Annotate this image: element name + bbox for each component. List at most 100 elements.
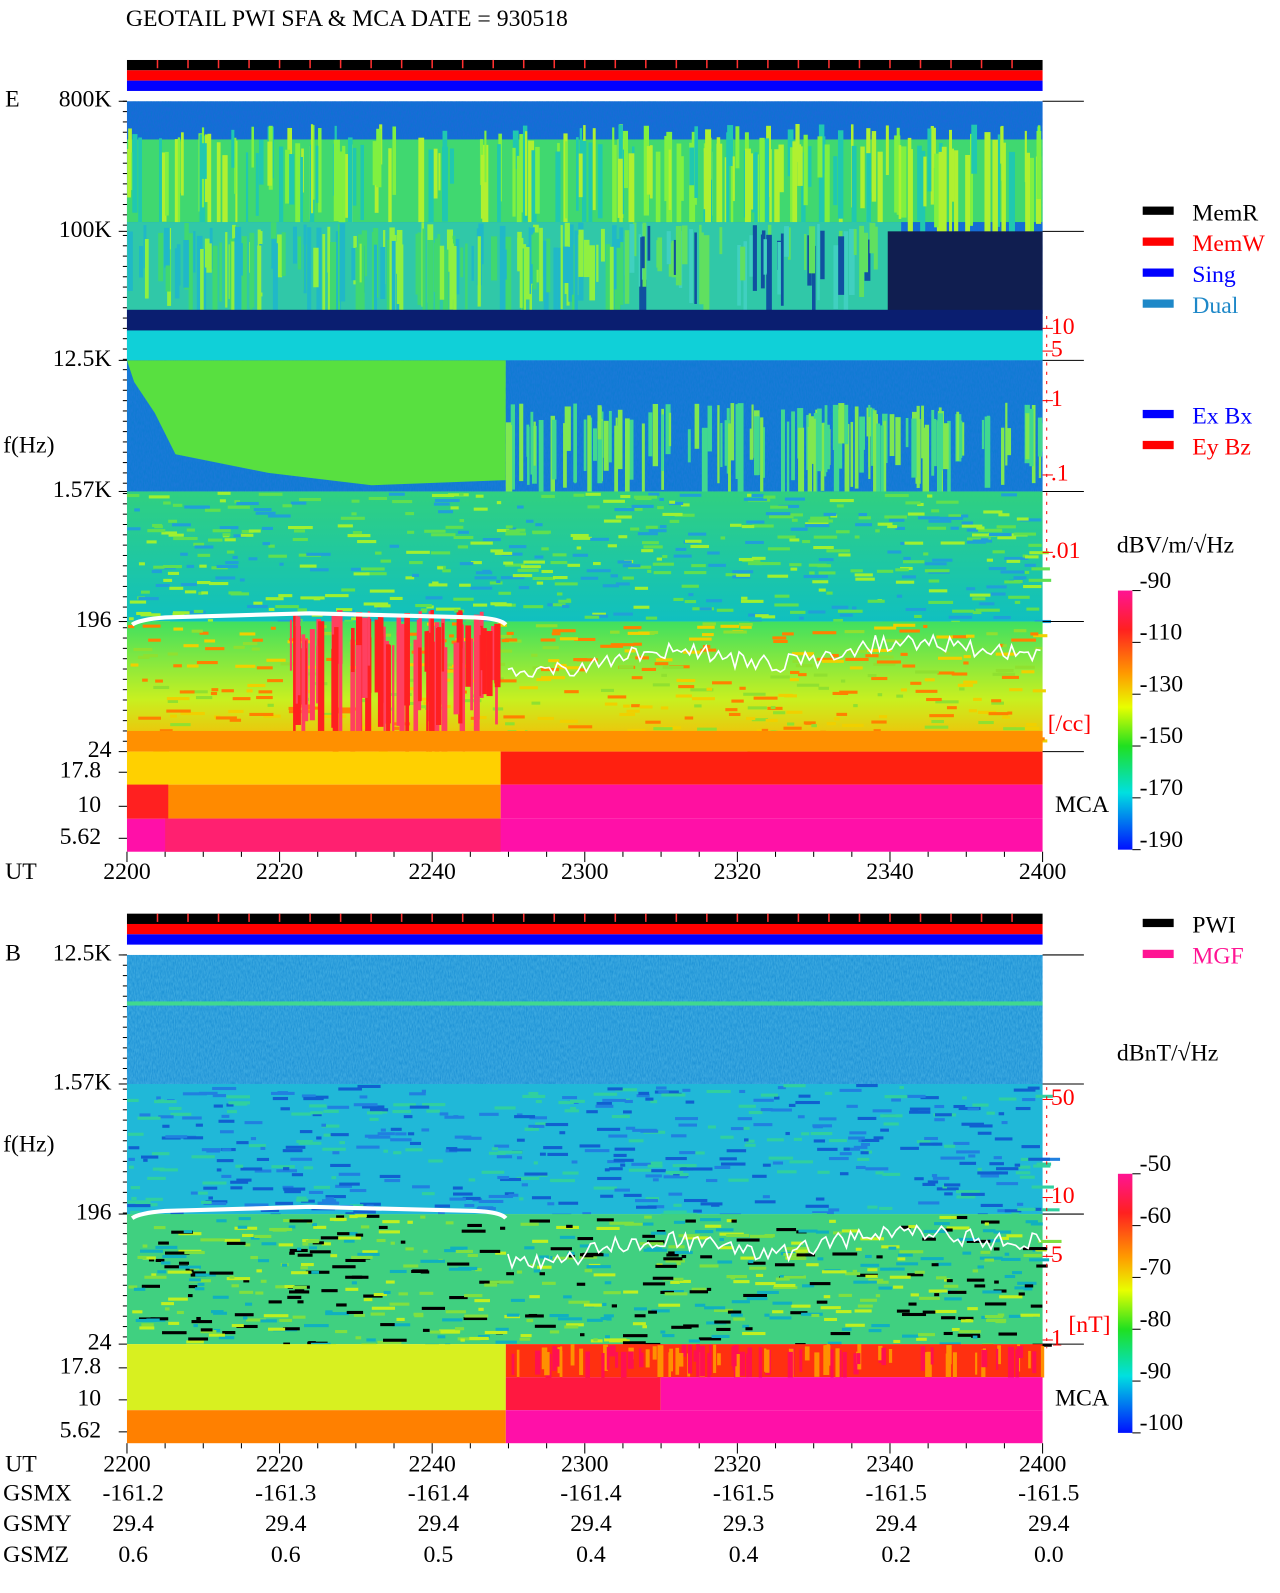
spectrogram-streak <box>865 1254 872 1259</box>
spectrogram-streak <box>535 1100 542 1104</box>
spectrogram-streak <box>386 239 390 316</box>
spectrogram-streak <box>345 1287 359 1291</box>
spectrogram-streak <box>789 678 799 682</box>
spectrogram-region <box>126 1410 506 1444</box>
spectrogram-streak <box>932 1176 950 1180</box>
spectrogram-streak <box>309 1104 327 1108</box>
spectrogram-streak <box>162 1331 187 1335</box>
spectrogram-streak <box>230 592 250 596</box>
spectrogram-streak <box>878 1286 893 1290</box>
spectrogram-streak <box>1001 675 1019 679</box>
spectrogram-streak <box>642 541 659 545</box>
spectrogram-streak <box>873 1136 884 1140</box>
spectrogram-streak <box>209 1271 234 1275</box>
spectrogram-streak <box>935 1262 952 1266</box>
spectrogram-streak <box>791 652 814 656</box>
spectrogram-streak <box>138 137 142 236</box>
spectrogram-streak <box>763 495 776 499</box>
spectrogram-streak <box>660 1330 666 1334</box>
spectrogram-streak <box>524 131 528 216</box>
spectrogram-streak <box>706 1287 712 1291</box>
spectrogram-streak <box>452 1186 463 1190</box>
spectrogram-streak <box>675 225 682 286</box>
spectrogram-streak <box>966 587 976 591</box>
spectrogram-streak <box>972 1269 979 1273</box>
x-tick-label: 2220 <box>256 859 303 885</box>
spectrogram-streak <box>1026 607 1040 611</box>
orbit-label: GSMX <box>3 1480 72 1506</box>
spectrogram-streak <box>475 494 484 498</box>
spectrogram-streak <box>376 128 382 188</box>
spectrogram-streak <box>193 542 205 546</box>
spectrogram-streak <box>448 493 469 497</box>
spectrogram-streak <box>974 1284 986 1288</box>
spectrogram-streak <box>535 1122 547 1126</box>
spectrogram-streak <box>808 519 833 523</box>
spectrogram-streak <box>289 619 293 671</box>
spectrogram-streak <box>733 1317 746 1321</box>
spectrogram-streak <box>384 1179 401 1183</box>
spectrogram-streak <box>961 521 974 525</box>
spectrogram-streak <box>207 619 213 623</box>
spectrogram-streak <box>623 1193 642 1197</box>
colorbar-tick-label: -130 <box>1140 671 1184 697</box>
spectrogram-streak <box>624 230 630 304</box>
spectrogram-streak <box>270 1091 295 1095</box>
spectrogram-streak <box>602 1302 607 1306</box>
spectrogram-streak <box>380 1323 395 1327</box>
spectrogram-streak <box>128 617 134 621</box>
spectrogram-streak <box>625 1126 636 1130</box>
spectrogram-streak <box>415 647 422 702</box>
spectrogram-streak <box>171 523 191 527</box>
spectrogram-streak <box>889 1275 911 1279</box>
spectrogram-streak <box>509 527 517 531</box>
spectrogram-streak <box>195 1123 203 1127</box>
y-tick-label: 24 <box>88 737 112 763</box>
spectrogram-streak <box>760 1093 779 1097</box>
spectrogram-streak <box>518 586 530 590</box>
spectrogram-streak <box>431 533 456 537</box>
spectrogram-streak <box>476 633 480 734</box>
spectrogram-streak <box>924 562 947 566</box>
spectrogram-streak <box>804 1346 810 1361</box>
spectrogram-streak <box>798 1094 811 1098</box>
spectrogram-streak <box>623 1290 639 1294</box>
colorbar-tick-label: -170 <box>1140 775 1184 801</box>
spectrogram-streak <box>138 562 145 566</box>
spectrogram-streak <box>944 1192 953 1196</box>
spectrogram-streak <box>331 1176 337 1180</box>
spectrogram-streak <box>931 409 935 476</box>
spectrogram-streak <box>196 235 203 310</box>
spectrogram-streak <box>600 1317 612 1321</box>
spectrogram-streak <box>645 1349 650 1368</box>
spectrogram-streak <box>628 1168 653 1172</box>
spectrogram-streak <box>992 139 998 252</box>
spectrogram-streak <box>560 1346 563 1377</box>
spectrogram-streak <box>728 1178 749 1182</box>
spectrogram-streak <box>207 133 212 230</box>
spectrogram-streak <box>747 493 752 497</box>
spectrogram-streak <box>946 1226 970 1230</box>
spectrogram-streak <box>539 1152 546 1156</box>
spectrogram-streak <box>877 522 893 526</box>
spectrogram-streak <box>419 1291 434 1295</box>
spectrogram-streak <box>791 1304 811 1308</box>
spectrogram-streak <box>542 1281 556 1285</box>
spectrogram-streak <box>1004 580 1021 584</box>
spectrogram-streak <box>211 1310 224 1314</box>
spectrogram-streak <box>330 1254 338 1258</box>
spectrogram-streak <box>516 1156 523 1160</box>
spectrogram-streak <box>250 1137 257 1141</box>
spectrogram-streak <box>738 1104 756 1108</box>
spectrogram-streak <box>961 422 965 456</box>
spectrogram-streak <box>296 616 301 696</box>
spectrogram-streak <box>421 1192 435 1196</box>
spectrogram-streak <box>1033 1164 1051 1168</box>
spectrogram-streak <box>661 414 664 471</box>
spectrogram-streak <box>900 146 907 218</box>
spectrogram-streak <box>583 239 590 278</box>
spectrogram-streak <box>489 1280 514 1284</box>
spectrogram-streak <box>739 1089 746 1094</box>
spectrogram-streak <box>336 1303 347 1307</box>
spectrogram-streak <box>726 1219 737 1223</box>
